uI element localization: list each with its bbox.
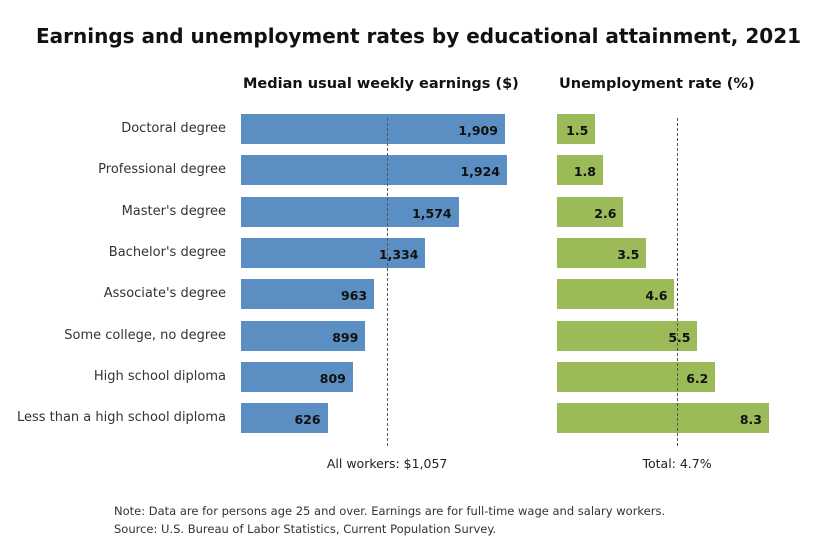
- earnings-value-label: 1,574: [412, 205, 452, 221]
- earnings-bar: [241, 320, 366, 351]
- unemployment-bar: [557, 155, 603, 186]
- note-text: Note: Data are for persons age 25 and ov…: [114, 504, 666, 518]
- earnings-bar: [241, 403, 328, 434]
- chart-title: Earnings and unemployment rates by educa…: [36, 24, 802, 48]
- unemployment-bar: [557, 361, 716, 392]
- earnings-bar: [241, 361, 353, 392]
- unemployment-bar: [557, 196, 624, 227]
- unemployment-value-label: 6.2: [686, 370, 709, 386]
- earnings-value-label: 1,909: [458, 123, 498, 138]
- unemployment-value-label: 4.6: [645, 288, 668, 304]
- earnings-value-label: 809: [319, 370, 346, 386]
- earnings-bar: [241, 196, 459, 227]
- category-label: Professional degree: [98, 162, 226, 178]
- unemployment-value-label: 3.5: [617, 246, 640, 262]
- unemployment-value-label: 8.3: [739, 412, 762, 428]
- unemployment-bar: [557, 114, 596, 144]
- unemployment-reference-label: Total: 4.7%: [642, 456, 712, 471]
- category-label: High school diploma: [93, 368, 226, 384]
- unemployment-reference-line: [677, 118, 679, 446]
- earnings-panel-title: Median usual weekly earnings ($): [243, 76, 519, 92]
- earnings-bar: [241, 237, 426, 268]
- earnings-value-label: 1,334: [378, 246, 419, 262]
- unemployment-value-label: 1.5: [566, 123, 589, 138]
- unemployment-panel-title: Unemployment rate (%): [559, 76, 755, 92]
- earnings-bar: [241, 114, 505, 144]
- earnings-reference-line: [387, 118, 389, 446]
- source-text: Source: U.S. Bureau of Labor Statistics,…: [114, 522, 497, 536]
- unemployment-value-label: 2.6: [594, 205, 617, 221]
- unemployment-value-label: 5.5: [668, 329, 691, 345]
- unemployment-bar: [557, 320, 698, 351]
- chart-notes: Note: Data are for persons age 25 and ov…: [114, 502, 665, 538]
- earnings-value-label: 626: [294, 412, 321, 428]
- category-label: Less than a high school diploma: [16, 410, 226, 426]
- earnings-bar: [241, 155, 507, 186]
- category-label: Bachelor's degree: [108, 244, 226, 260]
- earnings-bar: [241, 279, 375, 310]
- category-label: Master's degree: [121, 203, 226, 219]
- unemployment-value-label: 1.8: [573, 164, 596, 180]
- earnings-value-label: 899: [332, 329, 359, 345]
- unemployment-bar: [557, 237, 647, 268]
- earnings-value-label: 963: [341, 288, 368, 304]
- unemployment-bar: [557, 403, 769, 434]
- unemployment-bar: [557, 279, 675, 310]
- category-label: Associate's degree: [103, 286, 226, 302]
- category-label: Doctoral degree: [121, 121, 226, 136]
- earnings-reference-label: All workers: $1,057: [326, 456, 448, 471]
- category-label: Some college, no degree: [64, 327, 226, 343]
- earnings-value-label: 1,924: [460, 164, 500, 180]
